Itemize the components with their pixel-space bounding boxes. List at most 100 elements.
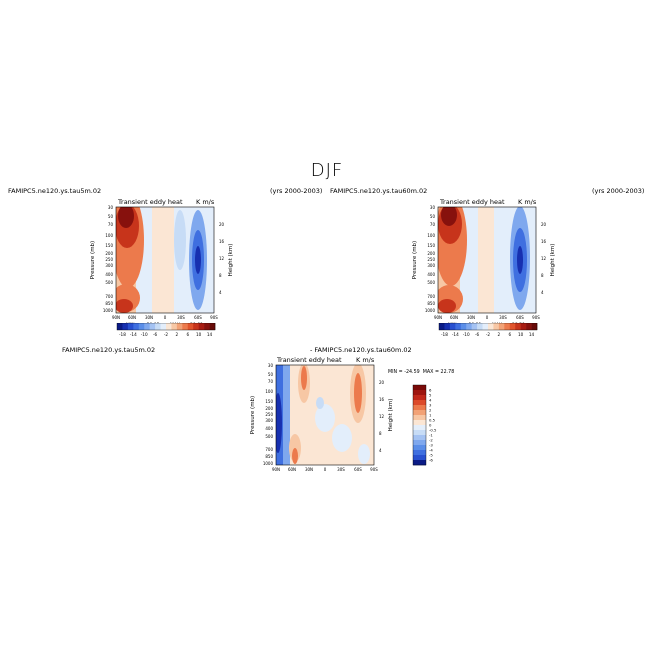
svg-text:200: 200	[427, 251, 435, 256]
colorbar-label: -14	[452, 332, 459, 337]
colorbar-label: 14	[529, 332, 535, 337]
panel3-max-value: 22.78	[440, 370, 455, 375]
colorbar-swatch	[413, 405, 426, 411]
svg-text:90S: 90S	[210, 315, 218, 320]
svg-text:16: 16	[541, 239, 547, 244]
svg-text:8: 8	[219, 273, 222, 278]
colorbar-swatch	[413, 450, 426, 456]
colorbar-label: -18	[119, 332, 126, 337]
colorbar-swatch	[413, 440, 426, 446]
svg-text:150: 150	[265, 399, 273, 404]
colorbar-swatch	[176, 323, 183, 330]
svg-text:400: 400	[265, 426, 273, 431]
svg-text:12: 12	[379, 414, 385, 419]
svg-text:250: 250	[105, 257, 113, 262]
colorbar-swatch	[531, 323, 538, 330]
colorbar-label: 6	[508, 332, 511, 337]
svg-text:4: 4	[219, 290, 222, 295]
colorbar-swatch	[488, 323, 494, 330]
colorbar-swatch	[117, 323, 123, 330]
panel1-case-name: FAMIPC5.ne120.ys.tau5m.02	[8, 187, 102, 195]
colorbar-label: -0.5	[429, 427, 437, 432]
colorbar-swatch	[515, 323, 521, 330]
colorbar-swatch	[160, 323, 167, 330]
colorbar-swatch	[413, 410, 426, 416]
svg-text:150: 150	[427, 243, 435, 248]
panel2-plot: 30 50 70 100 150 200 250 300 400 500 700…	[412, 205, 556, 328]
svg-text:1000: 1000	[103, 308, 114, 313]
colorbar-label: -3	[429, 442, 433, 447]
svg-text:4: 4	[541, 290, 544, 295]
colorbar-label: 1	[429, 412, 432, 417]
colorbar-swatch	[466, 323, 472, 330]
svg-text:30N: 30N	[467, 315, 475, 320]
panel1-ylabel-left: Pressure (mb)	[90, 241, 96, 279]
panel3-max-label: MAX =	[422, 370, 440, 375]
panel3-pressure-ticks: 30 50 70 100 150 200 250 300 400 500 700…	[263, 363, 274, 466]
svg-text:70: 70	[268, 379, 274, 384]
colorbar-swatch	[204, 323, 210, 330]
svg-text:30N: 30N	[145, 315, 153, 320]
colorbar-swatch	[182, 323, 189, 330]
panel3-case-b: - FAMIPC5.ne120.ys.tau60m.02	[310, 346, 412, 354]
panel1-years: (yrs 2000-2003)	[270, 187, 323, 195]
colorbar-swatch	[413, 385, 426, 391]
colorbar-label: 10	[518, 332, 524, 337]
svg-text:0: 0	[324, 467, 327, 472]
svg-text:8: 8	[541, 273, 544, 278]
colorbar-swatch	[171, 323, 178, 330]
colorbar-swatch	[149, 323, 156, 330]
panel1-pressure-ticks: 30 50 70 100 150 200 250 300 400 500 700…	[103, 205, 114, 313]
svg-text:50: 50	[268, 372, 274, 377]
colorbar-label: -2	[486, 332, 491, 337]
colorbar-label: -6	[475, 332, 480, 337]
colorbar-label: 10	[196, 332, 202, 337]
colorbar-swatch	[493, 323, 500, 330]
page-title: DJF	[310, 160, 344, 181]
panel1-contours	[116, 207, 214, 313]
colorbar-outline	[116, 323, 216, 331]
svg-text:12: 12	[541, 256, 547, 261]
svg-text:12: 12	[219, 256, 225, 261]
svg-text:8: 8	[379, 431, 382, 436]
panel3-min-label: MIN =	[388, 370, 403, 375]
svg-text:100: 100	[105, 233, 113, 238]
svg-text:500: 500	[265, 434, 273, 439]
panel2-contours	[438, 207, 536, 313]
svg-text:20: 20	[379, 380, 385, 385]
panel2-ylabel-right: Height (km)	[550, 244, 556, 277]
svg-text:1000: 1000	[263, 461, 274, 466]
svg-text:16: 16	[379, 397, 385, 402]
panel3-lat-ticks: 90N 60N 30N 0 30S 60S 90S	[272, 467, 378, 472]
panel1-units: K m/s	[196, 198, 215, 206]
colorbar-swatch	[413, 430, 426, 436]
panel1-ylabel-right: Height (km)	[228, 244, 234, 277]
svg-text:0: 0	[486, 315, 489, 320]
colorbar-label: 14	[207, 332, 213, 337]
svg-text:300: 300	[265, 418, 273, 423]
svg-text:400: 400	[427, 272, 435, 277]
colorbar-swatch	[122, 323, 129, 330]
panel2-units: K m/s	[518, 198, 537, 206]
colorbar-swatch	[193, 323, 199, 330]
colorbar-label: 5	[429, 392, 432, 397]
colorbar-swatch	[413, 435, 426, 441]
colorbar-swatch	[413, 445, 426, 451]
panel1-colorbar: -18-14-10-6-226101418	[116, 323, 218, 337]
colorbar-label: 2	[498, 332, 501, 337]
svg-text:90S: 90S	[532, 315, 540, 320]
panel2-colorbar: -18-14-10-6-226101418	[438, 323, 540, 337]
svg-text:100: 100	[265, 389, 273, 394]
colorbar-label: -10	[463, 332, 470, 337]
svg-text:20: 20	[541, 222, 547, 227]
colorbar-label: 2	[429, 407, 432, 412]
svg-text:30S: 30S	[177, 315, 185, 320]
colorbar-swatch	[509, 323, 516, 330]
colorbar-label: -5	[429, 452, 433, 457]
colorbar-label: 0	[429, 422, 432, 427]
panel3-ylabel-right: Height (km)	[388, 399, 394, 432]
panel2-variable: Transient eddy heat	[440, 198, 505, 206]
colorbar-swatch	[520, 323, 527, 330]
colorbar-swatch	[477, 323, 483, 330]
colorbar-label: -14	[130, 332, 137, 337]
